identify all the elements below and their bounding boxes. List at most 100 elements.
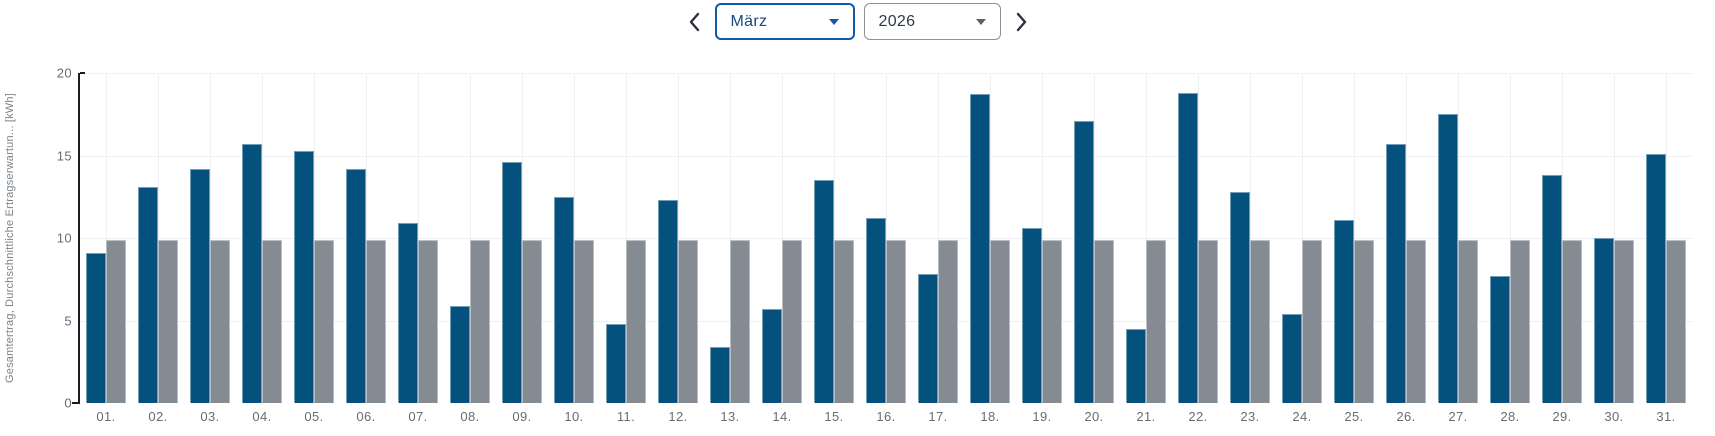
- bar-total-yield: [918, 274, 938, 403]
- bar-total-yield: [814, 180, 834, 403]
- bar-total-yield: [346, 168, 366, 403]
- grid-line-vertical: [1094, 73, 1095, 403]
- y-axis-tick-top: [80, 72, 85, 74]
- x-tick-label: 31.: [1656, 409, 1676, 424]
- bar-expected-yield: [1146, 239, 1166, 403]
- grid-line-vertical: [1562, 73, 1563, 403]
- year-select[interactable]: 2026: [863, 3, 1001, 40]
- grid-line-vertical: [1510, 73, 1511, 403]
- bar-total-yield: [1490, 275, 1510, 403]
- grid-line-vertical: [938, 73, 939, 403]
- bar-expected-yield: [1406, 239, 1426, 403]
- grid-line-vertical: [262, 73, 263, 403]
- x-tick-label: 03.: [200, 409, 220, 424]
- x-tick-label: 30.: [1604, 409, 1624, 424]
- grid-line-vertical: [1250, 73, 1251, 403]
- bar-expected-yield: [1614, 239, 1634, 403]
- grid-line-vertical: [1666, 73, 1667, 403]
- bar-expected-yield: [730, 239, 750, 403]
- x-tick-label: 01.: [96, 409, 116, 424]
- year-select-value: 2026: [878, 12, 916, 30]
- bar-expected-yield: [1250, 239, 1270, 403]
- bar-expected-yield: [834, 239, 854, 403]
- bar-expected-yield: [1666, 239, 1686, 403]
- bar-expected-yield: [1198, 239, 1218, 403]
- bar-total-yield: [866, 218, 886, 403]
- bar-total-yield: [762, 308, 782, 403]
- x-tick-label: 16.: [876, 409, 896, 424]
- bar-total-yield: [242, 143, 262, 403]
- bar-expected-yield: [990, 239, 1010, 403]
- x-tick-label: 02.: [148, 409, 168, 424]
- x-tick-label: 26.: [1396, 409, 1416, 424]
- x-tick-label: 18.: [980, 409, 1000, 424]
- grid-line-vertical: [1458, 73, 1459, 403]
- bar-expected-yield: [782, 239, 802, 403]
- bar-expected-yield: [1458, 239, 1478, 403]
- bar-expected-yield: [1562, 239, 1582, 403]
- x-tick-label: 25.: [1344, 409, 1364, 424]
- y-tick-label: 15: [56, 148, 72, 163]
- bar-expected-yield: [262, 239, 282, 403]
- month-select-value: März: [730, 12, 768, 30]
- bar-expected-yield: [938, 239, 958, 403]
- next-month-button[interactable]: [1010, 6, 1033, 38]
- bar-total-yield: [1646, 153, 1666, 403]
- bar-expected-yield: [314, 239, 334, 403]
- bar-expected-yield: [1094, 239, 1114, 403]
- bar-total-yield: [1126, 328, 1146, 403]
- grid-line-vertical: [1614, 73, 1615, 403]
- bar-expected-yield: [678, 239, 698, 403]
- x-tick-label: 24.: [1292, 409, 1312, 424]
- bar-expected-yield: [1354, 239, 1374, 403]
- bar-total-yield: [450, 305, 470, 403]
- grid-line-vertical: [626, 73, 627, 403]
- x-tick-label: 10.: [564, 409, 584, 424]
- grid-line-vertical: [1146, 73, 1147, 403]
- bar-expected-yield: [470, 239, 490, 403]
- grid-line-vertical: [1406, 73, 1407, 403]
- grid-line-vertical: [470, 73, 471, 403]
- month-select[interactable]: März: [714, 3, 855, 40]
- y-tick-label: 5: [64, 313, 72, 328]
- bar-total-yield: [710, 346, 730, 403]
- bar-total-yield: [1386, 143, 1406, 403]
- grid-line-vertical: [730, 73, 731, 403]
- grid-line-vertical: [990, 73, 991, 403]
- bar-expected-yield: [1302, 239, 1322, 403]
- grid-line-vertical: [1302, 73, 1303, 403]
- chevron-down-icon: [975, 18, 986, 25]
- grid-line-vertical: [574, 73, 575, 403]
- x-tick-label: 19.: [1032, 409, 1052, 424]
- grid-line-vertical: [834, 73, 835, 403]
- bar-total-yield: [1178, 92, 1198, 403]
- x-tick-label: 22.: [1188, 409, 1208, 424]
- bar-total-yield: [502, 162, 522, 403]
- chevron-down-icon: [828, 18, 839, 25]
- chevron-left-icon: [688, 12, 701, 32]
- grid-line-vertical: [366, 73, 367, 403]
- bar-expected-yield: [574, 239, 594, 403]
- grid-line-vertical: [522, 73, 523, 403]
- y-axis-line: [78, 73, 80, 404]
- period-controls: März 2026: [0, 3, 1715, 40]
- prev-month-button[interactable]: [683, 6, 706, 38]
- x-tick-label: 14.: [772, 409, 792, 424]
- bar-expected-yield: [1042, 239, 1062, 403]
- bar-total-yield: [1022, 228, 1042, 403]
- bar-expected-yield: [626, 239, 646, 403]
- x-tick-label: 06.: [356, 409, 376, 424]
- x-tick-label: 20.: [1084, 409, 1104, 424]
- bar-expected-yield: [106, 239, 126, 403]
- bar-expected-yield: [522, 239, 542, 403]
- bar-total-yield: [1542, 175, 1562, 403]
- x-tick-label: 05.: [304, 409, 324, 424]
- bar-expected-yield: [418, 239, 438, 403]
- bar-expected-yield: [210, 239, 230, 403]
- bar-total-yield: [1594, 238, 1614, 403]
- x-tick-label: 07.: [408, 409, 428, 424]
- bar-expected-yield: [158, 239, 178, 403]
